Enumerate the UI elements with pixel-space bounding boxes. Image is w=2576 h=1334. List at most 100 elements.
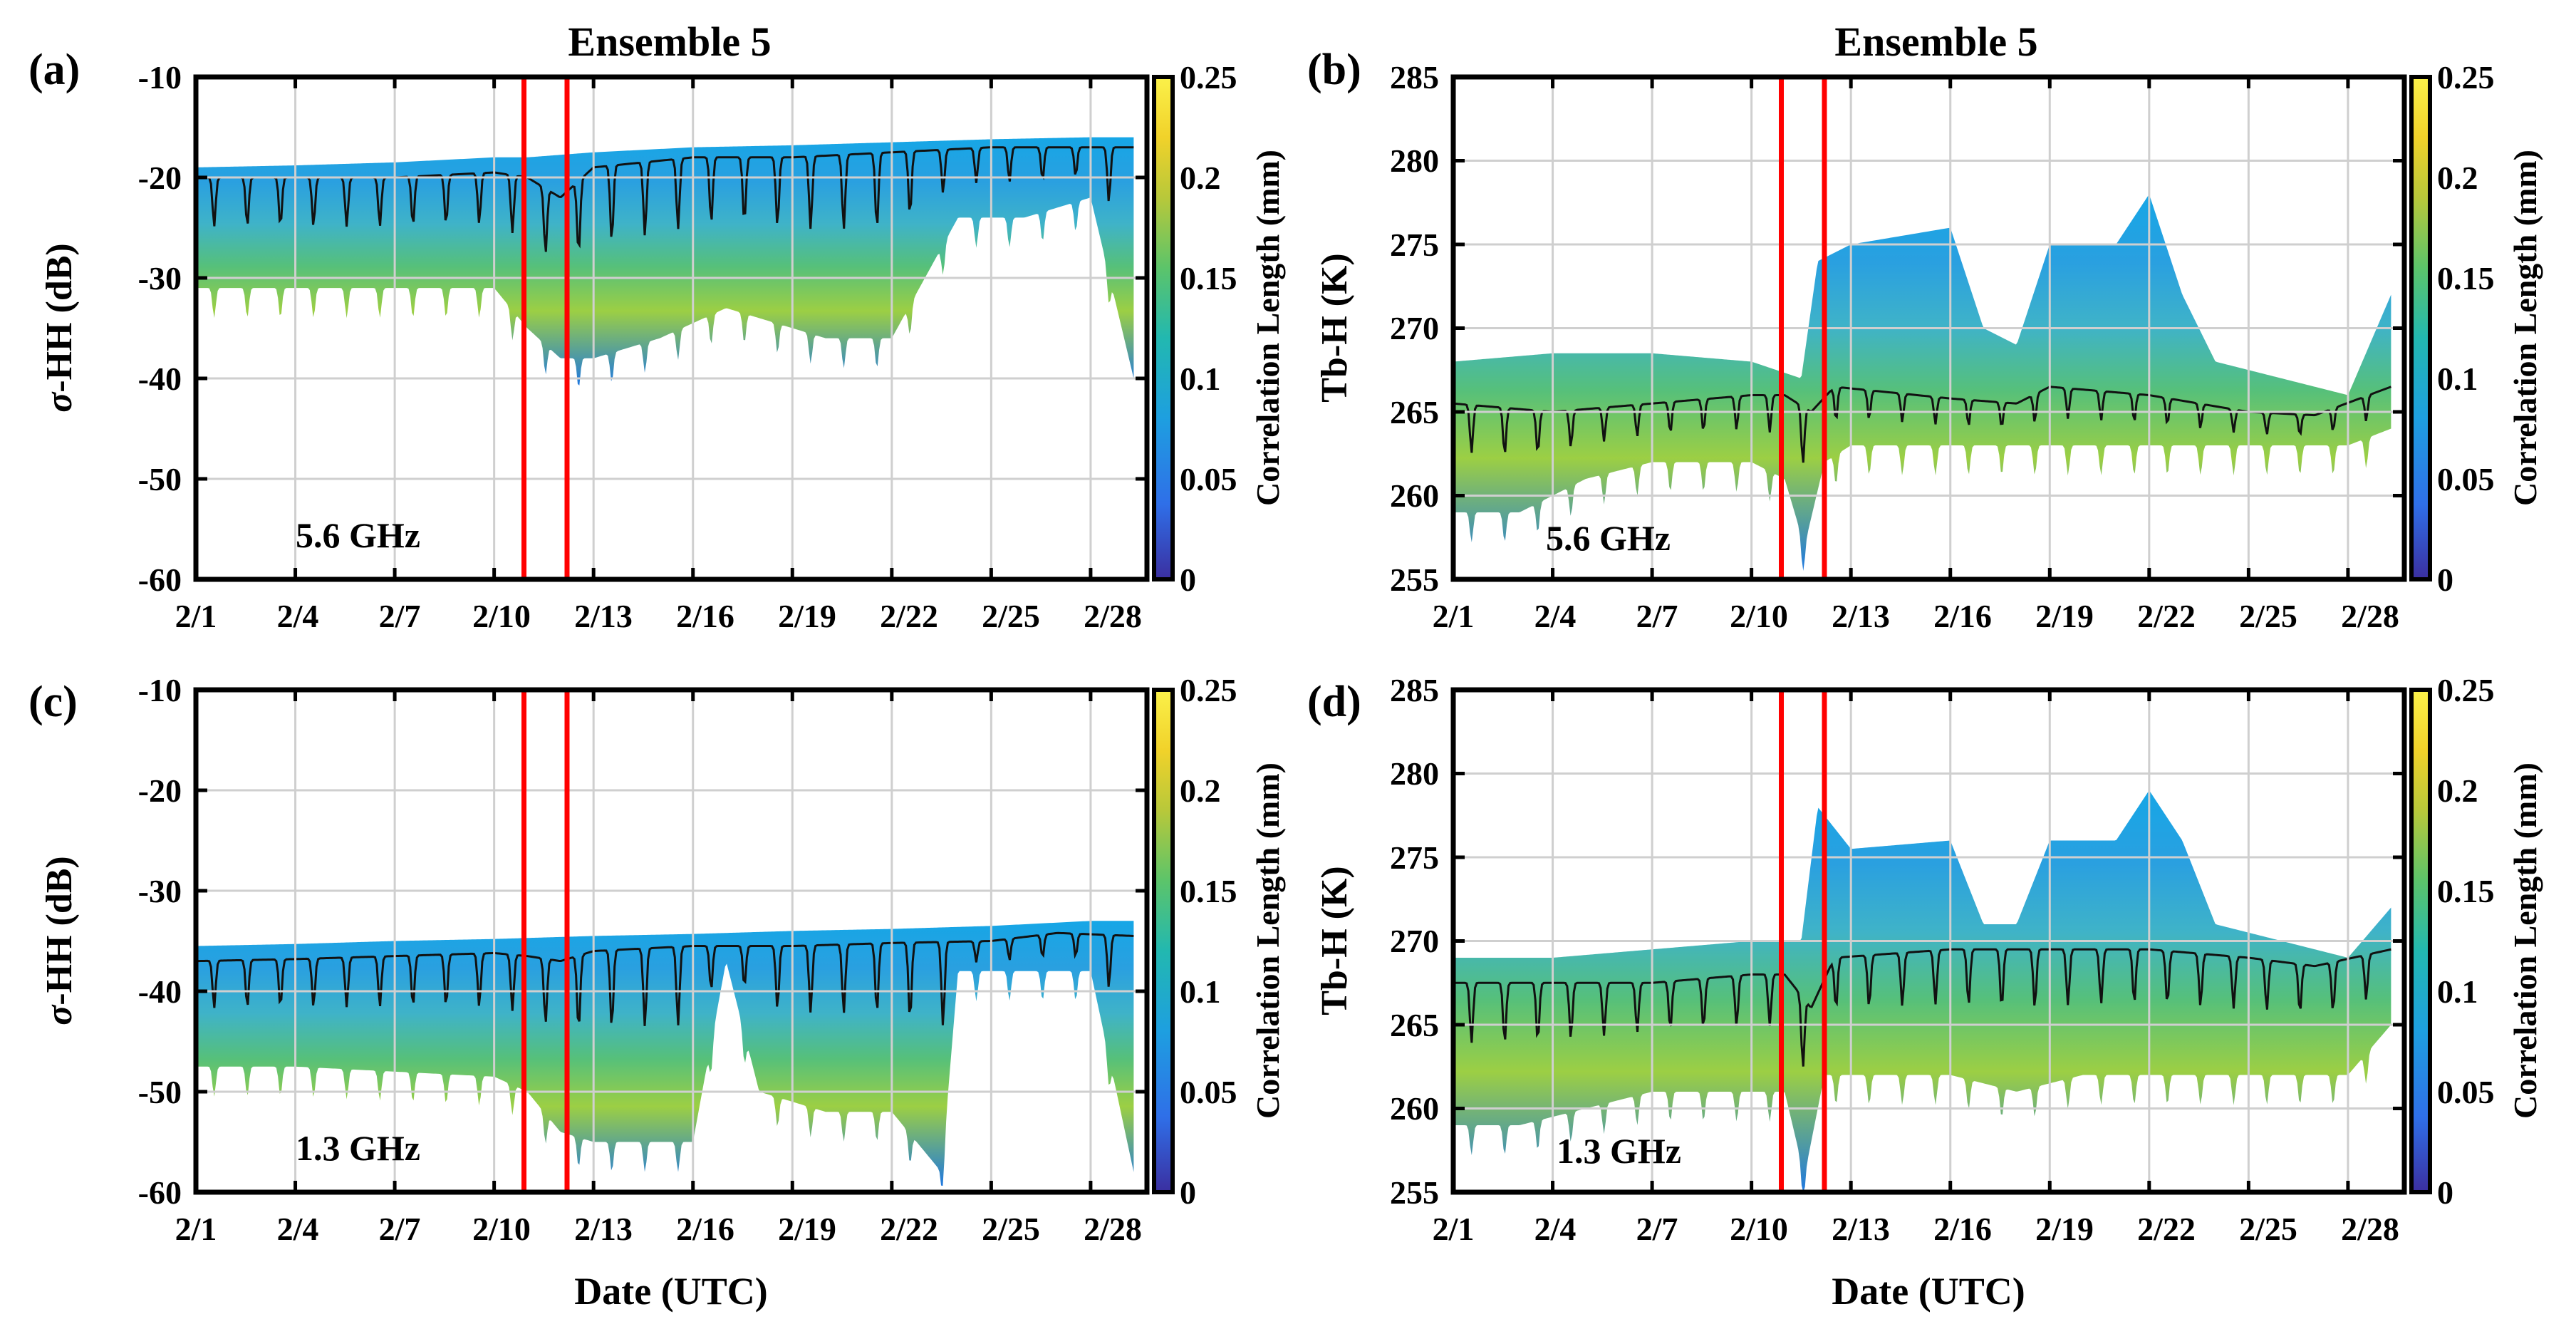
x-tick-label: 2/25 xyxy=(2239,598,2297,634)
x-tick-labels-a: 2/1 2/4 2/7 2/10 2/13 2/16 2/19 2/22 2/2… xyxy=(175,598,1142,634)
axes-frame-a xyxy=(193,74,1150,582)
colorbar-tick-label: 0.1 xyxy=(1180,361,1221,397)
annotation-a: 5.6 GHz xyxy=(296,515,420,555)
x-tick-label: 2/22 xyxy=(2137,1211,2196,1247)
data-layer-b xyxy=(1453,195,2391,572)
x-tick-label: 2/22 xyxy=(880,1211,938,1247)
ticks-b xyxy=(1451,75,2404,581)
y-tick-label: -20 xyxy=(138,772,182,809)
x-tick-label: 2/25 xyxy=(982,598,1040,634)
colorbar-tick-label: 0 xyxy=(2437,1174,2453,1211)
colorbar-tick-label: 0.1 xyxy=(2437,361,2478,397)
colorbar-tick-label: 0.15 xyxy=(1180,260,1237,296)
ticks-d xyxy=(1451,688,2404,1194)
median-line xyxy=(1453,386,2391,463)
colorbar-tick-label: 0.15 xyxy=(2437,873,2495,909)
y-axis-label-d: Tb-H (K) xyxy=(1314,866,1355,1015)
x-tick-label: 2/28 xyxy=(1084,598,1142,634)
y-tick-label: 270 xyxy=(1390,310,1439,346)
x-tick-label: 2/13 xyxy=(574,1211,633,1247)
x-tick-label: 2/4 xyxy=(1534,1211,1577,1247)
y-tick-label: 260 xyxy=(1390,1090,1439,1127)
colorbar-tick-label: 0.25 xyxy=(2437,672,2495,708)
data-layer-a xyxy=(196,137,1134,386)
x-tick-label: 2/4 xyxy=(1534,598,1577,634)
colorbar-a: 0.25 0.2 0.15 0.1 0.05 0 Correlation Len… xyxy=(1152,59,1286,598)
data-layer-c xyxy=(195,921,1134,1186)
colorbar-label: Correlation Length (mm) xyxy=(2507,762,2543,1119)
colorbar-tick-label: 0.05 xyxy=(1180,461,1237,497)
panel-label-b: (b) xyxy=(1307,46,1361,94)
colorbar-gradient xyxy=(2411,690,2430,1192)
colorbar-tick-label: 0.2 xyxy=(2437,772,2478,809)
x-tick-label: 2/13 xyxy=(1832,598,1890,634)
colorbar-label: Correlation Length (mm) xyxy=(2507,150,2543,506)
colorbar-label: Correlation Length (mm) xyxy=(1250,150,1286,506)
y-axis-label-a: σ-HH (dB) xyxy=(39,243,80,412)
colorbar-tick-label: 0.25 xyxy=(2437,59,2495,95)
colorbar-gradient xyxy=(1154,690,1173,1192)
panel-title-b: Ensemble 5 xyxy=(1834,19,2037,65)
y-tick-label: 265 xyxy=(1390,394,1439,430)
y-tick-label: 260 xyxy=(1390,477,1439,514)
x-tick-label: 2/16 xyxy=(1933,1211,1992,1247)
y-tick-label: -10 xyxy=(138,672,182,708)
median-line xyxy=(1453,948,2391,1067)
x-tick-label: 2/19 xyxy=(2035,598,2094,634)
x-tick-label: 2/16 xyxy=(1933,598,1992,634)
colorbar-tick-label: 0.25 xyxy=(1180,672,1237,708)
colorbar-tick-label: 0.15 xyxy=(1180,873,1237,909)
data-layer-d xyxy=(1453,791,2391,1192)
y-tick-label: -60 xyxy=(138,1174,182,1211)
colorbar-frame xyxy=(2409,688,2432,1194)
colorbar-tick-label: 0.05 xyxy=(2437,1074,2495,1110)
colorbar-frame xyxy=(1152,688,1175,1194)
x-tick-label: 2/25 xyxy=(982,1211,1040,1247)
colorbar-tick-label: 0.15 xyxy=(2437,260,2495,296)
colorbar-tick-label: 0.05 xyxy=(2437,461,2495,497)
colorbar-tick-label: 0.2 xyxy=(1180,772,1221,809)
x-tick-label: 2/22 xyxy=(880,598,938,634)
y-tick-label: -40 xyxy=(138,361,182,397)
x-tick-label: 2/1 xyxy=(175,1211,217,1247)
y-tick-label: 275 xyxy=(1390,839,1439,876)
annotation-b: 5.6 GHz xyxy=(1546,518,1671,558)
colorbar-label: Correlation Length (mm) xyxy=(1250,762,1286,1119)
x-tick-label: 2/13 xyxy=(1832,1211,1890,1247)
y-tick-label: 275 xyxy=(1390,227,1439,263)
x-tick-label: 2/19 xyxy=(778,598,836,634)
y-tick-label: -10 xyxy=(138,59,182,95)
x-tick-label: 2/13 xyxy=(574,598,633,634)
y-tick-label: 255 xyxy=(1390,562,1439,598)
panel-label-d: (d) xyxy=(1307,678,1361,726)
y-tick-label: 285 xyxy=(1390,672,1439,708)
annotation-c: 1.3 GHz xyxy=(296,1128,420,1168)
colorbar-tick-label: 0.2 xyxy=(1180,160,1221,196)
x-tick-label: 2/7 xyxy=(1636,1211,1678,1247)
y-axis-label-b: Tb-H (K) xyxy=(1314,253,1355,402)
x-tick-labels-b: 2/1 2/4 2/7 2/10 2/13 2/16 2/19 2/22 2/2… xyxy=(1433,598,2399,634)
y-tick-label: 255 xyxy=(1390,1174,1439,1211)
ensemble-area xyxy=(1453,195,2391,572)
colorbar-tick-label: 0.1 xyxy=(1180,973,1221,1010)
x-tick-label: 2/28 xyxy=(1084,1211,1142,1247)
panel-label-c: (c) xyxy=(28,678,78,726)
x-axis-label-c: Date (UTC) xyxy=(574,1270,767,1313)
colorbar-tick-label: 0 xyxy=(1180,562,1196,598)
panel-d: (d) 285 280 275 270 265 260 255 2/1 2/4 … xyxy=(1307,672,2543,1313)
median-line xyxy=(195,931,1134,1026)
colorbar-frame xyxy=(2409,75,2432,581)
y-tick-label: -40 xyxy=(138,973,182,1010)
colorbar-tick-label: 0 xyxy=(1180,1174,1196,1211)
x-tick-label: 2/16 xyxy=(676,1211,734,1247)
panel-c: (c) -10 -20 -30 -40 -50 -60 2/1 2/4 2/7 … xyxy=(28,672,1286,1313)
colorbar-tick-label: 0.1 xyxy=(2437,973,2478,1010)
x-tick-label: 2/19 xyxy=(778,1211,836,1247)
colorbar-tick-label: 0.25 xyxy=(1180,59,1237,95)
colorbar-gradient xyxy=(2411,77,2430,579)
axes-frame-c xyxy=(193,687,1150,1195)
y-tick-labels-b: 285 280 275 270 265 260 255 xyxy=(1390,59,1439,598)
x-tick-label: 2/25 xyxy=(2239,1211,2297,1247)
y-tick-labels-d: 285 280 275 270 265 260 255 xyxy=(1390,672,1439,1211)
